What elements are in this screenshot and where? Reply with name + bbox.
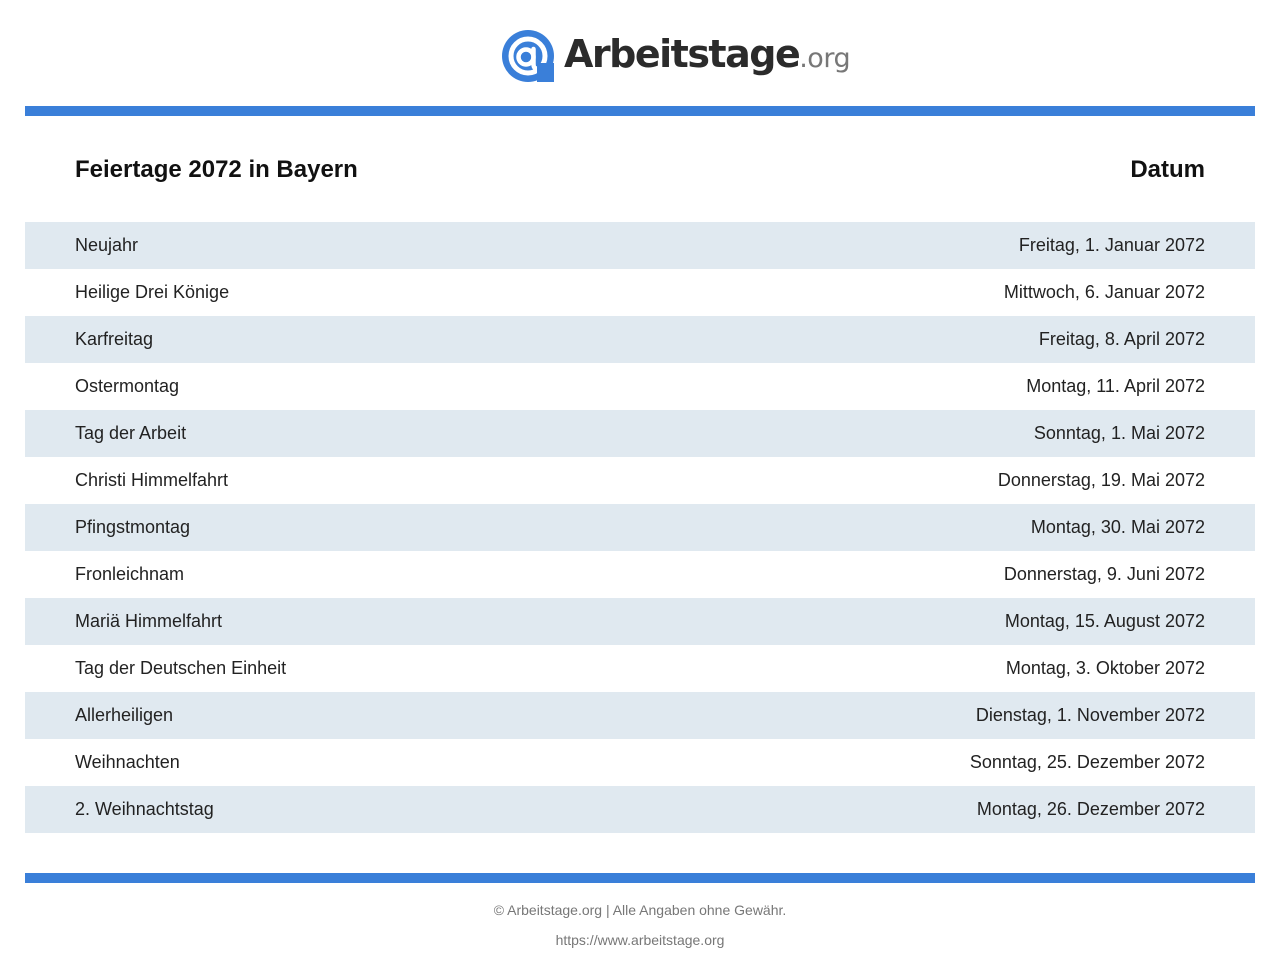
logo-wordmark: Arbeitstage.org [564,28,851,85]
holiday-name: 2. Weihnachtstag [75,799,214,819]
table-row: Mariä Himmelfahrt Montag, 15. August 2072 [25,598,1255,645]
holiday-date: Donnerstag, 9. Juni 2072 [1003,564,1205,584]
table-row: Fronleichnam Donnerstag, 9. Juni 2072 [25,551,1255,598]
table-row: Tag der Deutschen Einheit Montag, 3. Okto… [25,645,1255,692]
table-row: 2. Weihnachtstag Montag, 26. Dezember 207… [25,786,1255,833]
holiday-date: Mittwoch, 6. Januar 2072 [1003,282,1205,302]
holiday-date: Montag, 15. August 2072 [1004,611,1205,631]
table-row: Heilige Drei Könige Mittwoch, 6. Januar 2… [25,269,1255,316]
holiday-date: Montag, 11. April 2072 [1026,376,1205,396]
holiday-date: Donnerstag, 19. Mai 2072 [997,470,1205,490]
page-header: Arbeitstage.org [0,0,1280,106]
logo-name: Arbeitstage [564,31,801,76]
at-sign-icon [502,30,554,82]
holiday-name: Ostermontag [75,376,180,396]
holiday-name: Neujahr [75,235,139,255]
site-logo[interactable]: Arbeitstage.org [502,28,851,85]
date-column-header: Datum [1130,156,1205,183]
logo-tld: .org [799,42,851,74]
table-row: Weihnachten Sonntag, 25. Dezember 2072 [25,739,1255,786]
holiday-date: Sonntag, 1. Mai 2072 [1033,423,1205,443]
table-row: Karfreitag Freitag, 8. April 2072 [25,316,1255,363]
table-row: Allerheiligen Dienstag, 1. November 2072 [25,692,1255,739]
footer-copyright: © Arbeitstage.org | Alle Angaben ohne Ge… [493,902,787,918]
holiday-date: Dienstag, 1. November 2072 [975,705,1205,725]
table-title: Feiertage 2072 in Bayern [75,156,358,183]
bottom-divider-bar [25,873,1255,883]
holiday-name: Fronleichnam [75,564,185,584]
holiday-date: Montag, 3. Oktober 2072 [1005,658,1205,678]
holiday-name: Tag der Arbeit [75,423,187,443]
table-row: Tag der Arbeit Sonntag, 1. Mai 2072 [25,410,1255,457]
holiday-name: Allerheiligen [75,705,174,725]
table-row: Pfingstmontag Montag, 30. Mai 2072 [25,504,1255,551]
table-header: Feiertage 2072 in Bayern Datum [25,150,1255,190]
table-row: Neujahr Freitag, 1. Januar 2072 [25,222,1255,269]
holiday-table: Neujahr Freitag, 1. Januar 2072 Heilige Dr… [25,222,1255,833]
holiday-date: Freitag, 1. Januar 2072 [1018,235,1205,255]
holiday-name: Pfingstmontag [75,517,191,537]
holiday-name: Weihnachten [75,752,180,772]
table-row: Christi Himmelfahrt Donnerstag, 19. Mai 2… [25,457,1255,504]
holiday-name: Heilige Drei Könige [75,282,230,302]
holiday-name: Karfreitag [75,329,154,349]
holiday-date: Montag, 26. Dezember 2072 [976,799,1205,819]
footer-url[interactable]: https://www.arbeitstage.org [555,932,725,948]
top-divider-bar [25,106,1255,116]
holiday-date: Montag, 30. Mai 2072 [1030,517,1205,537]
holiday-name: Christi Himmelfahrt [75,470,229,490]
holiday-name: Tag der Deutschen Einheit [75,658,287,678]
holiday-name: Mariä Himmelfahrt [75,611,223,631]
holiday-date: Freitag, 8. April 2072 [1038,329,1205,349]
table-row: Ostermontag Montag, 11. April 2072 [25,363,1255,410]
holiday-date: Sonntag, 25. Dezember 2072 [969,752,1205,772]
